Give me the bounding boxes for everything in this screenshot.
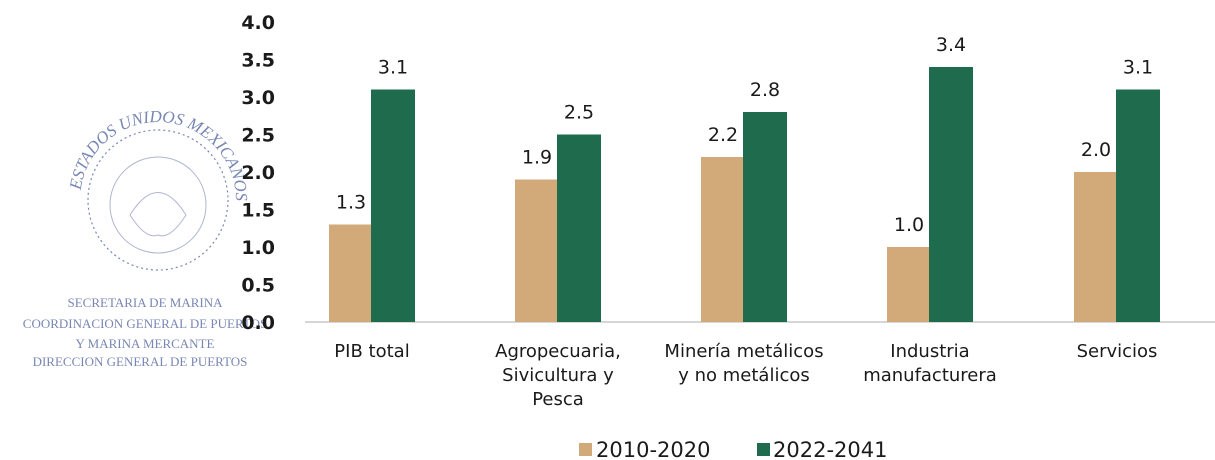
bar-2010-2020-4 <box>1074 172 1118 322</box>
bars-group <box>329 67 1160 322</box>
category-label: Minería metálicos y no metálicos <box>664 341 823 386</box>
data-label: 2.0 <box>1081 139 1111 161</box>
bar-2022-2041-3 <box>929 67 973 322</box>
bar-2010-2020-1 <box>515 179 559 322</box>
legend-swatch-2022-2041 <box>757 443 770 456</box>
y-tick-label: 4.0 <box>241 12 275 34</box>
stamp-line-4: DIRECCION GENERAL DE PUERTOS <box>33 354 248 369</box>
bar-2022-2041-0 <box>371 89 415 322</box>
seal-arc-text: ESTADOS UNIDOS MEXICANOS <box>66 107 252 202</box>
y-tick-label: 0.0 <box>241 312 275 334</box>
y-tick-label: 1.5 <box>241 200 275 222</box>
category-labels-group: PIB total Agropecuaria, Sivicultura y Pesca… <box>334 341 1157 410</box>
data-label: 3.4 <box>936 34 966 56</box>
category-label: Servicios <box>1077 341 1158 362</box>
category-label: Agropecuaria, Sivicultura y Pesca <box>495 341 621 410</box>
data-label: 3.1 <box>1123 57 1153 79</box>
data-label: 2.5 <box>564 102 594 124</box>
data-label: 1.3 <box>336 192 366 214</box>
category-label: PIB total <box>334 341 409 362</box>
y-tick-label: 3.0 <box>241 87 275 109</box>
legend: 2010-2020 2022-2041 <box>579 438 887 460</box>
y-tick-label: 2.0 <box>241 162 275 184</box>
data-labels-group: 1.3 1.9 2.2 1.0 2.0 3.1 2.5 2.8 3.4 3.1 <box>336 34 1153 236</box>
y-tick-label: 1.0 <box>241 237 275 259</box>
data-label: 3.1 <box>378 57 408 79</box>
legend-label-2022-2041: 2022-2041 <box>773 438 887 460</box>
data-label: 2.8 <box>750 79 780 101</box>
bar-2010-2020-3 <box>887 247 931 322</box>
y-axis-ticks: 0.0 0.5 1.0 1.5 2.0 2.5 3.0 3.5 4.0 <box>241 12 275 334</box>
svg-text:ESTADOS UNIDOS MEXICANOS: ESTADOS UNIDOS MEXICANOS <box>66 107 252 202</box>
y-tick-label: 0.5 <box>241 275 275 297</box>
official-seal-stamp: ESTADOS UNIDOS MEXICANOS SECRETARIA DE M… <box>23 107 267 369</box>
bar-2022-2041-1 <box>557 134 601 322</box>
y-tick-label: 2.5 <box>241 125 275 147</box>
bar-2010-2020-0 <box>329 224 373 322</box>
stamp-line-3: Y MARINA MERCANTE <box>76 336 215 351</box>
category-label: Industria manufacturera <box>863 341 997 386</box>
stamp-line-1: SECRETARIA DE MARINA <box>68 295 224 310</box>
data-label: 1.9 <box>522 147 552 169</box>
bar-2022-2041-4 <box>1116 89 1160 322</box>
y-tick-label: 3.5 <box>241 50 275 72</box>
legend-label-2010-2020: 2010-2020 <box>596 438 710 460</box>
data-label: 2.2 <box>708 124 738 146</box>
bar-2010-2020-2 <box>701 157 745 322</box>
bar-2022-2041-2 <box>743 112 787 322</box>
stamp-line-2: COORDINACION GENERAL DE PUERTOS <box>23 316 267 331</box>
data-label: 1.0 <box>894 214 924 236</box>
legend-swatch-2010-2020 <box>579 443 592 456</box>
